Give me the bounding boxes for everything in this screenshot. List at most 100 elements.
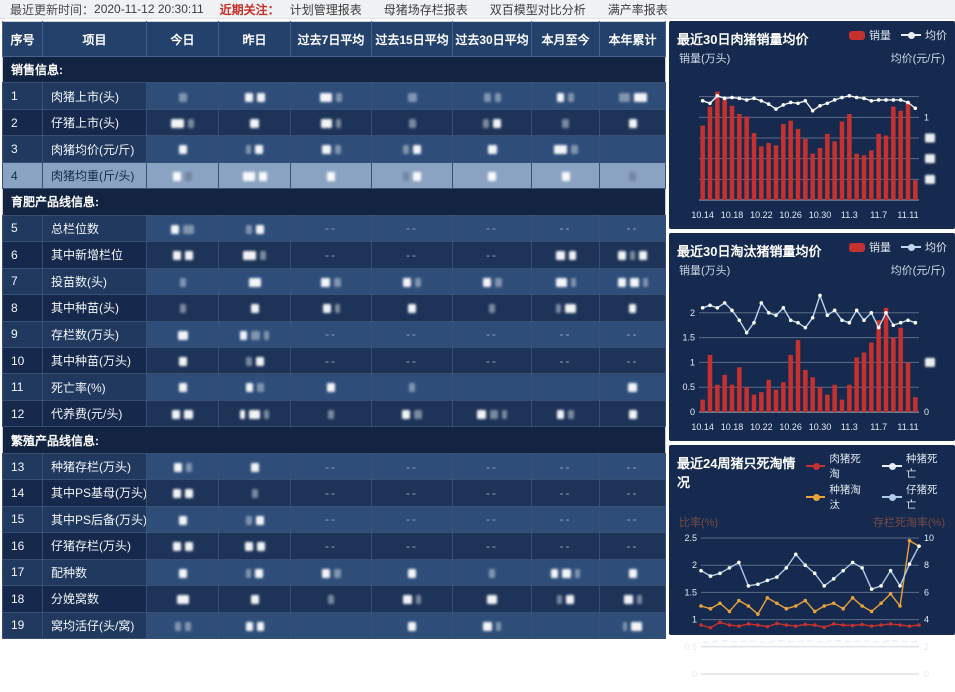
table-row-9[interactable]: 9 存栏数(万头) -- -- -- -- -- xyxy=(2,320,666,348)
table-row-19[interactable]: 19 窝均活仔(头/窝) xyxy=(2,611,666,640)
table-row-16[interactable]: 16 仔猪存栏(万头) -- -- -- -- -- xyxy=(2,532,666,560)
data-point xyxy=(737,640,741,644)
value-cell xyxy=(218,135,291,163)
redacted-value xyxy=(623,595,633,605)
legend-item-种猪死亡[interactable]: 种猪死亡 xyxy=(882,451,947,481)
legend-item-仔猪死亡[interactable]: 仔猪死亡 xyxy=(882,482,947,512)
empty-value: -- xyxy=(486,327,498,342)
data-point xyxy=(775,601,779,606)
data-point xyxy=(722,301,727,305)
mortality-chart-canvas: 2.5 2 1.5 1 0.5 0 10 8 6 4 2 0 xyxy=(684,533,934,679)
data-point xyxy=(803,325,808,330)
table-row-4[interactable]: 4 肉猪均重(斤/头) xyxy=(2,161,666,190)
value-cell xyxy=(452,135,532,163)
data-point xyxy=(847,94,852,98)
bar xyxy=(825,133,830,200)
main-content: 序号 项目 今日 昨日 过去7日平均 过去15日平均 过去30日平均 本月至今 本年累计 销售信… xyxy=(0,19,955,679)
data-point xyxy=(765,624,770,629)
table-row-7[interactable]: 7 投苗数(头) xyxy=(2,267,666,296)
legend-item-种猪淘汰[interactable]: 种猪淘汰 xyxy=(805,482,871,512)
data-point xyxy=(708,574,713,578)
legend-item-销量[interactable]: 销量 xyxy=(849,239,891,255)
data-point xyxy=(917,544,921,548)
data-point xyxy=(737,96,742,101)
data-point xyxy=(825,101,830,106)
redacted-value xyxy=(173,171,181,181)
row-label: 其中种苗(头) xyxy=(42,294,147,322)
data-point xyxy=(796,320,800,325)
report-links: 计划管理报表 母猪场存栏报表 双百模型对比分析 满产率报表 xyxy=(290,1,690,18)
table-row-10[interactable]: 10 其中种苗(万头) -- -- -- -- -- xyxy=(2,346,666,375)
data-point xyxy=(876,325,881,330)
redacted-value xyxy=(178,145,187,155)
bar xyxy=(905,362,911,412)
value-cell xyxy=(146,214,219,243)
table-row-2[interactable]: 2 仔猪上市(头) xyxy=(2,108,666,137)
legend-item-均价[interactable]: 均价 xyxy=(901,239,947,255)
table-row-3[interactable]: 3 肉猪均价(元/斤) xyxy=(2,135,666,163)
value-cell xyxy=(531,135,600,163)
redacted-value xyxy=(568,251,576,261)
table-row-14[interactable]: 14 其中PS基母(万头) -- -- -- -- -- xyxy=(2,479,666,507)
x-tick-label: 10.14 xyxy=(691,210,714,220)
value-cell xyxy=(599,241,666,269)
table-row-5[interactable]: 5 总栏位数 -- -- -- -- -- xyxy=(2,214,666,243)
redacted-value xyxy=(176,595,189,605)
data-point xyxy=(831,577,836,581)
table-row-8[interactable]: 8 其中种苗(头) xyxy=(2,294,666,322)
data-point xyxy=(822,640,827,645)
value-cell: -- xyxy=(290,346,372,375)
line-series-种猪死亡 xyxy=(699,638,921,645)
data-point xyxy=(708,606,713,611)
value-cell xyxy=(146,479,219,507)
bar xyxy=(803,138,808,200)
row-label: 存栏数(万头) xyxy=(42,320,147,348)
data-point xyxy=(884,311,888,315)
row-label: 其中PS后备(万头) xyxy=(42,505,147,534)
table-row-15[interactable]: 15 其中PS后备(万头) -- -- -- -- -- xyxy=(2,505,666,534)
legend-item-肉猪死淘[interactable]: 肉猪死淘 xyxy=(805,451,871,481)
report-link-0[interactable]: 计划管理报表 xyxy=(289,2,362,17)
x-tick-label: 10.30 xyxy=(809,210,832,220)
data-point xyxy=(831,601,836,606)
table-row-11[interactable]: 11 死亡率(%) xyxy=(2,373,666,401)
line-series-种猪淘汰 xyxy=(699,538,921,616)
legend-item-均价[interactable]: 均价 xyxy=(901,27,947,43)
data-point xyxy=(854,308,859,313)
data-point xyxy=(744,98,749,102)
report-link-2[interactable]: 双百模型对比分析 xyxy=(489,2,586,17)
data-point xyxy=(888,568,893,573)
value-cell: -- xyxy=(531,505,600,534)
redacted-value xyxy=(321,568,330,578)
data-point xyxy=(730,308,734,313)
x-tick-label: 11.11 xyxy=(897,210,918,220)
charts-column: 最近30日肉猪销量均价 销量 均价 销量(万头) 均价(元/斤) 1 10.14 10… xyxy=(669,21,955,679)
value-cell xyxy=(218,294,291,322)
data-point xyxy=(869,587,874,591)
column-header: 项目 xyxy=(42,21,147,57)
empty-value: -- xyxy=(325,353,337,368)
table-row-12[interactable]: 12 代养费(元/头) xyxy=(2,399,666,428)
table-row-1[interactable]: 1 肉猪上市(头) xyxy=(2,82,666,110)
table-row-13[interactable]: 13 种猪存栏(万头) -- -- -- -- -- xyxy=(2,452,666,481)
data-point xyxy=(699,568,703,573)
legend-bar-swatch-icon xyxy=(849,30,865,40)
table-row-6[interactable]: 6 其中新增栏位 -- -- -- xyxy=(2,241,666,269)
redacted-value xyxy=(631,621,642,631)
legend-line-marker-icon xyxy=(805,493,826,501)
series-line xyxy=(702,95,916,112)
value-cell xyxy=(146,399,219,428)
data-point xyxy=(784,606,789,611)
redacted-value xyxy=(618,92,630,102)
right-tick-label: 10 xyxy=(924,533,934,543)
table-row-17[interactable]: 17 配种数 xyxy=(2,558,666,587)
empty-value: -- xyxy=(406,538,418,553)
redacted-value xyxy=(328,595,334,605)
legend-item-销量[interactable]: 销量 xyxy=(849,27,891,43)
report-link-3[interactable]: 满产率报表 xyxy=(607,2,668,17)
redacted-value xyxy=(562,568,571,578)
empty-value: -- xyxy=(559,221,572,236)
table-row-18[interactable]: 18 分娩窝数 xyxy=(2,585,666,613)
report-link-1[interactable]: 母猪场存栏报表 xyxy=(383,2,468,17)
chart-legend: 销量 均价 xyxy=(839,239,947,255)
